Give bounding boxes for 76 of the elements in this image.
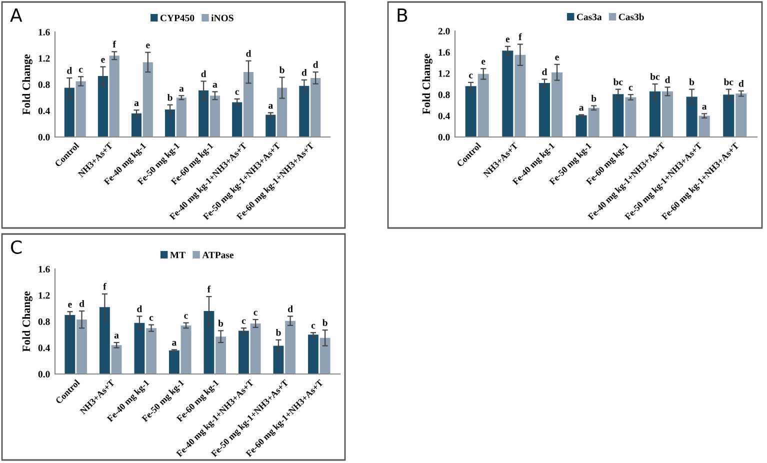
- chart-title: B: [398, 8, 408, 22]
- data-label: c: [254, 310, 258, 316]
- y-tick-label: 0.4: [38, 344, 50, 352]
- data-label: e: [146, 44, 150, 48]
- y-tick-label: 1.6: [38, 28, 50, 36]
- data-label: a: [702, 104, 707, 110]
- data-label: a: [172, 341, 176, 346]
- y-tick-label: 2.0: [438, 28, 450, 35]
- data-label: c: [235, 90, 240, 95]
- data-label: e: [68, 302, 72, 308]
- y-tick-label: 1.2: [438, 70, 450, 77]
- legend-label: Cas3a: [576, 14, 602, 20]
- y-tick-label: 1.6: [438, 49, 450, 56]
- data-label: d: [302, 69, 307, 76]
- data-label: a: [268, 104, 273, 109]
- data-label: bc: [613, 78, 623, 86]
- legend-label: iNOS: [211, 14, 234, 22]
- y-tick-label: 0.0: [38, 134, 50, 141]
- legend-label: CYP450: [160, 14, 194, 22]
- data-label: b: [322, 319, 328, 326]
- y-tick-label: 0.8: [438, 92, 450, 98]
- data-label: c: [311, 324, 316, 329]
- data-label: d: [288, 305, 293, 312]
- y-axis-title: Fold Change: [22, 54, 32, 115]
- data-label: b: [591, 94, 596, 102]
- data-label: c: [184, 314, 188, 319]
- y-tick-label: 0.8: [38, 318, 50, 326]
- data-label: d: [201, 70, 206, 78]
- legend-label: Cas3b: [618, 13, 644, 20]
- y-tick-label: 1.2: [38, 55, 50, 62]
- data-label: a: [134, 101, 139, 106]
- y-tick-label: 0.4: [38, 108, 50, 114]
- data-label: f: [518, 33, 522, 40]
- legend-label: ATPase: [202, 252, 234, 258]
- data-label: a: [579, 106, 584, 111]
- data-label: b: [689, 78, 694, 86]
- y-tick-label: 0.4: [438, 112, 450, 120]
- data-label: bc: [650, 73, 660, 80]
- data-label: a: [179, 86, 184, 92]
- chart-title: A: [10, 8, 22, 22]
- data-label: b: [279, 66, 284, 74]
- data-label: c: [469, 74, 473, 78]
- data-label: d: [542, 68, 548, 76]
- data-label: b: [276, 328, 281, 336]
- data-label: e: [482, 60, 486, 65]
- data-label: a: [114, 334, 119, 338]
- data-label: b: [218, 320, 224, 327]
- data-label: e: [506, 38, 510, 42]
- data-label: c: [149, 316, 154, 321]
- data-label: f: [207, 286, 211, 292]
- data-label: c: [628, 86, 633, 91]
- data-label: f: [112, 40, 116, 48]
- data-label: d: [665, 76, 670, 84]
- data-label: c: [79, 68, 83, 73]
- y-tick-label: 1.6: [38, 266, 50, 273]
- data-label: e: [555, 56, 559, 60]
- y-tick-label: 1.2: [38, 292, 50, 299]
- data-label: b: [167, 94, 172, 101]
- data-label: bc: [724, 78, 734, 86]
- data-label: d: [79, 300, 84, 307]
- chart-title: C: [11, 240, 22, 254]
- y-tick-label: 0.0: [38, 370, 50, 378]
- legend-label: MT: [170, 252, 186, 258]
- data-label: d: [67, 67, 72, 74]
- data-label: d: [137, 305, 142, 312]
- data-label: d: [738, 80, 744, 87]
- data-label: d: [313, 61, 318, 68]
- data-label: e: [101, 58, 105, 63]
- y-tick-label: 0.0: [438, 134, 450, 141]
- y-axis-title: Fold Change: [422, 54, 432, 114]
- data-label: f: [103, 282, 106, 290]
- data-label: d: [246, 50, 252, 57]
- y-tick-label: 0.8: [38, 81, 50, 88]
- y-axis-title: Fold Change: [22, 291, 32, 352]
- data-label: c: [242, 319, 246, 324]
- data-label: a: [212, 83, 218, 88]
